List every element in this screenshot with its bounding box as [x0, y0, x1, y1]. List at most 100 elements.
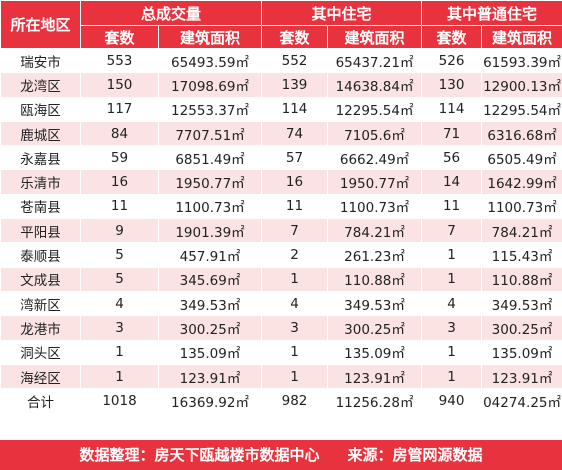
region-cell: 龙港市	[0, 315, 81, 341]
residential-count-cell: 16	[261, 169, 329, 195]
ordinary-count-cell: 130	[421, 72, 483, 98]
total-count-cell: 3	[80, 315, 159, 341]
residential-area-cell: 261.23㎡	[327, 242, 423, 268]
ordinary-area-cell: 12295.54㎡	[481, 96, 562, 122]
ordinary-count-cell: 4	[421, 290, 483, 317]
ordinary-area-cell: 110.88㎡	[481, 266, 562, 292]
table-row: 洞头区 1 135.09㎡ 1 135.09㎡ 1 135.09㎡	[0, 339, 562, 365]
footer-bar: 数据整理：房天下瓯越楼市数据中心 来源：房管网源数据	[0, 440, 562, 470]
table-row: 泰顺县 5 457.91㎡ 2 261.23㎡ 1 115.43㎡	[0, 242, 562, 268]
region-cell: 洞头区	[0, 339, 81, 365]
footer-source: 来源：房管网源数据	[347, 446, 483, 464]
subheader-count: 套数	[421, 25, 483, 49]
ordinary-area-cell: 12900.13㎡	[481, 72, 562, 98]
table-row: 鹿城区 84 7707.51㎡ 74 7105.6㎡ 71 6316.68㎡	[0, 120, 562, 147]
total-count-cell: 150	[80, 72, 159, 98]
table-row: 苍南县 11 1100.73㎡ 11 1100.73㎡ 11 1100.73㎡	[0, 193, 562, 220]
total-area-cell: 300.25㎡	[157, 315, 263, 341]
residential-area-cell: 14638.84㎡	[327, 72, 423, 98]
total-area-cell: 345.69㎡	[157, 266, 263, 292]
total-area-cell: 6851.49㎡	[157, 145, 263, 171]
residential-area-cell: 7105.6㎡	[327, 120, 423, 147]
table-row: 龙港市 3 300.25㎡ 3 300.25㎡ 3 300.25㎡	[0, 315, 562, 341]
total-count-cell: 553	[80, 47, 159, 74]
region-cell: 海经区	[0, 363, 81, 390]
ordinary-count-cell: 71	[421, 120, 483, 147]
ordinary-count-cell: 56	[421, 145, 483, 171]
total-ordinary-count-cell: 940	[421, 388, 483, 414]
residential-area-cell: 135.09㎡	[327, 339, 423, 365]
residential-area-cell: 1100.73㎡	[327, 193, 423, 220]
total-area-cell: 1950.77㎡	[157, 169, 263, 195]
region-cell: 龙湾区	[0, 72, 81, 98]
total-count-cell: 16	[80, 169, 159, 195]
residential-count-cell: 1	[261, 266, 329, 292]
residential-area-cell: 123.91㎡	[327, 363, 423, 390]
ordinary-area-cell: 349.53㎡	[481, 290, 562, 317]
total-area-cell: 7707.51㎡	[157, 120, 263, 147]
total-count-cell: 59	[80, 145, 159, 171]
ordinary-area-cell: 61593.39㎡	[481, 47, 562, 74]
residential-count-cell: 1	[261, 363, 329, 390]
table-row: 平阳县 9 1901.39㎡ 7 784.21㎡ 7 784.21㎡	[0, 218, 562, 244]
footer-credit: 数据整理：房天下瓯越楼市数据中心	[79, 446, 320, 464]
region-header: 所在地区	[0, 0, 81, 49]
total-area-cell: 12553.37㎡	[157, 96, 263, 122]
ordinary-area-cell: 1100.73㎡	[481, 193, 562, 220]
total-count-cell: 117	[80, 96, 159, 122]
table-row: 永嘉县 59 6851.49㎡ 57 6662.49㎡ 56 6505.49㎡	[0, 145, 562, 171]
ordinary-area-cell: 123.91㎡	[481, 363, 562, 390]
total-area-cell: 123.91㎡	[157, 363, 263, 390]
residential-area-cell: 784.21㎡	[327, 218, 423, 244]
total-residential-area-cell: 11256.28㎡	[327, 388, 423, 414]
total-area-cell: 135.09㎡	[157, 339, 263, 365]
ordinary-count-cell: 526	[421, 47, 483, 74]
ordinary-count-cell: 11	[421, 193, 483, 220]
residential-count-cell: 57	[261, 145, 329, 171]
ordinary-count-cell: 3	[421, 315, 483, 341]
group-header-total: 总成交量	[79, 0, 263, 26]
ordinary-area-cell: 300.25㎡	[481, 315, 562, 341]
residential-count-cell: 139	[261, 72, 329, 98]
table-row: 海经区 1 123.91㎡ 1 123.91㎡ 1 123.91㎡	[0, 363, 562, 390]
ordinary-area-cell: 1642.99㎡	[481, 169, 562, 195]
residential-count-cell: 7	[261, 218, 329, 244]
residential-count-cell: 11	[261, 193, 329, 220]
total-area-cell: 17098.69㎡	[157, 72, 263, 98]
region-cell: 瓯海区	[0, 96, 81, 122]
total-area-cell: 349.53㎡	[157, 290, 263, 317]
residential-area-cell: 6662.49㎡	[327, 145, 423, 171]
region-cell: 文成县	[0, 266, 81, 292]
subheader-area: 建筑面积	[157, 25, 263, 49]
table-row: 瑞安市 553 65493.59㎡ 552 65437.21㎡ 526 61593.39㎡	[0, 47, 562, 74]
residential-area-cell: 349.53㎡	[327, 290, 423, 317]
subheader-area: 建筑面积	[327, 25, 423, 49]
ordinary-area-cell: 115.43㎡	[481, 242, 562, 268]
ordinary-count-cell: 1	[421, 363, 483, 390]
total-area-cell: 457.91㎡	[157, 242, 263, 268]
total-count-cell: 11	[80, 193, 159, 220]
table-row: 乐清市 16 1950.77㎡ 16 1950.77㎡ 14 1642.99㎡	[0, 169, 562, 195]
ordinary-count-cell: 14	[421, 169, 483, 195]
subheader-count: 套数	[80, 25, 159, 49]
residential-count-cell: 74	[261, 120, 329, 147]
residential-count-cell: 552	[261, 47, 329, 74]
region-cell: 湾新区	[0, 290, 81, 317]
total-area-cell: 1100.73㎡	[157, 193, 263, 220]
ordinary-count-cell: 7	[421, 218, 483, 244]
total-count-cell: 1	[80, 339, 159, 365]
table-row: 文成县 5 345.69㎡ 1 110.88㎡ 1 110.88㎡	[0, 266, 562, 292]
ordinary-count-cell: 1	[421, 339, 483, 365]
total-total-area-cell: 16369.92㎡	[157, 388, 263, 414]
total-area-cell: 65493.59㎡	[157, 47, 263, 74]
total-count-cell: 5	[80, 266, 159, 292]
ordinary-area-cell: 784.21㎡	[481, 218, 562, 244]
residential-area-cell: 12295.54㎡	[327, 96, 423, 122]
ordinary-count-cell: 1	[421, 266, 483, 292]
total-row: 合计 1018 16369.92㎡ 982 11256.28㎡ 940 04274.25㎡	[0, 388, 562, 414]
region-cell: 瑞安市	[0, 47, 81, 74]
region-cell: 苍南县	[0, 193, 81, 220]
table-row: 龙湾区 150 17098.69㎡ 139 14638.84㎡ 130 12900.13㎡	[0, 72, 562, 98]
